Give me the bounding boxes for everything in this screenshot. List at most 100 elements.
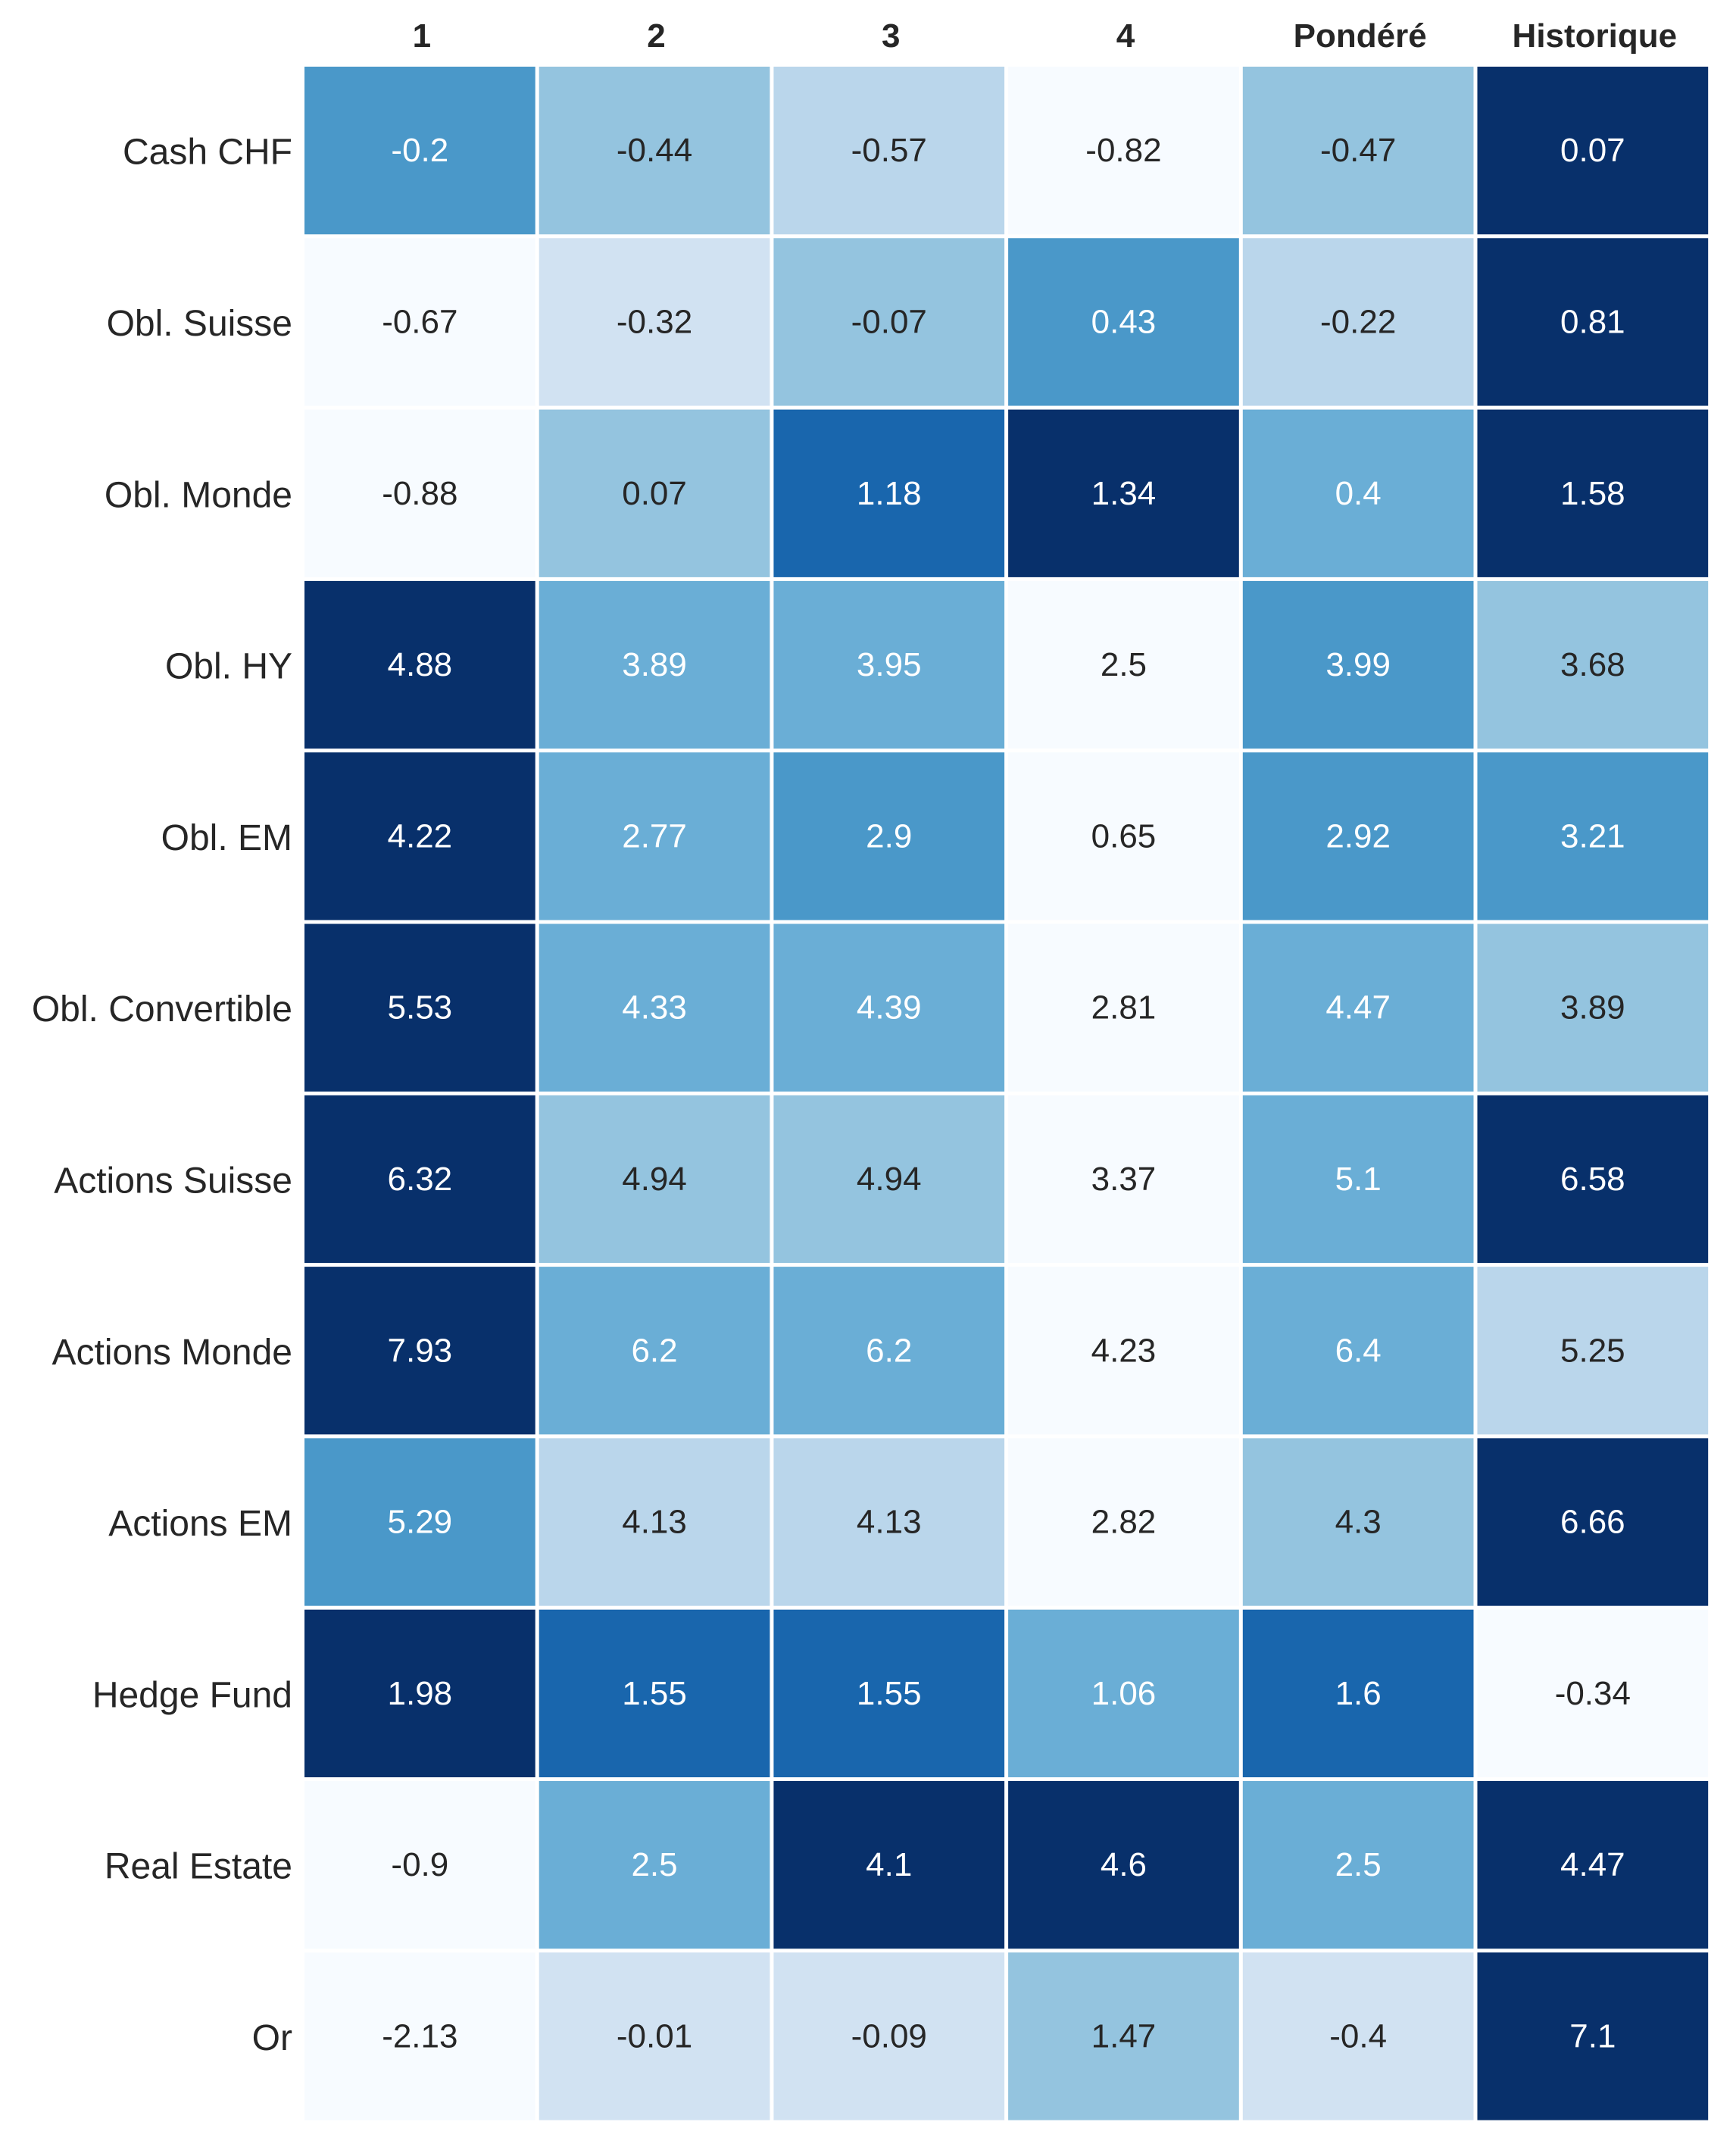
heatmap-cell — [1242, 67, 1474, 235]
cell-value-label: 6.4 — [1335, 1332, 1382, 1369]
heatmap-cell — [539, 409, 770, 577]
heatmap-cell — [1008, 1781, 1239, 1949]
cell-value-label: 2.77 — [622, 817, 687, 855]
cell-value-label: 6.66 — [1560, 1504, 1625, 1541]
cell-value-label: 4.39 — [857, 989, 922, 1027]
cell-value-label: 1.55 — [622, 1675, 687, 1712]
heatmap-cell — [304, 1952, 535, 2120]
cell-value-label: 2.81 — [1091, 989, 1157, 1027]
heatmap-cell — [539, 752, 770, 920]
heatmap-cell — [539, 1438, 770, 1606]
cell-value-label: 1.6 — [1335, 1675, 1382, 1712]
cell-value-label: 2.5 — [631, 1846, 677, 1883]
heatmap-cell — [1008, 409, 1239, 577]
heatmap-cell — [304, 1781, 535, 1949]
cell-value-label: 4.47 — [1560, 1846, 1625, 1883]
cell-value-label: 6.32 — [388, 1161, 453, 1198]
cell-value-label: -0.01 — [617, 2017, 692, 2055]
heatmap-cell — [773, 1267, 1005, 1435]
heatmap-cell — [304, 67, 535, 235]
heatmap-cell — [1477, 1781, 1709, 1949]
heatmap-cell — [539, 1952, 770, 2120]
cell-value-label: 5.29 — [388, 1504, 453, 1541]
heatmap-cell — [539, 1609, 770, 1777]
heatmap-cell — [1008, 923, 1239, 1092]
heatmap-cell — [773, 1438, 1005, 1606]
heatmap-cell — [1008, 1609, 1239, 1777]
row-label-obl-convertible: Obl. Convertible — [32, 989, 292, 1030]
cell-value-label: 4.23 — [1091, 1332, 1157, 1369]
cell-value-label: 4.13 — [622, 1504, 687, 1541]
heatmap-cell — [773, 923, 1005, 1092]
cell-value-label: 2.5 — [1101, 646, 1147, 683]
cell-value-label: 6.58 — [1560, 1161, 1625, 1198]
heatmap-cell — [1242, 1952, 1474, 2120]
row-label-real-estate: Real Estate — [105, 1847, 292, 1887]
cell-value-label: -0.22 — [1320, 303, 1396, 340]
column-label-3: 3 — [882, 17, 900, 55]
cell-value-label: -2.13 — [382, 2017, 457, 2055]
heatmap-cell — [1008, 1952, 1239, 2120]
cell-value-label: -0.47 — [1320, 132, 1396, 169]
heatmap-cell — [304, 409, 535, 577]
heatmap-cell — [773, 409, 1005, 577]
cell-value-label: 1.98 — [388, 1675, 453, 1712]
cell-value-label: 2.5 — [1335, 1846, 1382, 1883]
heatmap-cell — [773, 1781, 1005, 1949]
cell-value-label: 1.58 — [1560, 475, 1625, 512]
row-label-obl-suisse: Obl. Suisse — [107, 304, 292, 344]
cell-value-label: 5.1 — [1335, 1161, 1382, 1198]
cell-value-label: 2.82 — [1091, 1504, 1157, 1541]
heatmap-cell — [1477, 752, 1709, 920]
cell-value-label: -0.57 — [851, 132, 927, 169]
cell-value-label: -0.4 — [1329, 2017, 1387, 2055]
cell-value-label: 0.81 — [1560, 303, 1625, 340]
heatmap-cell — [1477, 1609, 1709, 1777]
cell-value-label: -0.2 — [391, 132, 448, 169]
heatmap-cell — [1477, 580, 1709, 749]
heatmap-cell — [304, 1267, 535, 1435]
heatmap-cell — [1242, 1781, 1474, 1949]
column-label-4: 4 — [1116, 17, 1135, 55]
heatmap-cell — [1242, 923, 1474, 1092]
cell-value-label: 3.99 — [1325, 646, 1391, 683]
heatmap-cell — [1242, 752, 1474, 920]
heatmap-cell — [1242, 580, 1474, 749]
heatmap-cell — [1242, 238, 1474, 406]
column-label-1: 1 — [413, 17, 431, 55]
cell-value-label: 7.1 — [1569, 2017, 1616, 2055]
heatmap-cell — [539, 1095, 770, 1264]
heatmap-cell — [773, 1609, 1005, 1777]
row-label-obl-hy: Obl. HY — [165, 647, 292, 687]
heatmap-cell — [773, 580, 1005, 749]
heatmap-cell — [1008, 580, 1239, 749]
cell-value-label: 1.34 — [1091, 475, 1157, 512]
row-label-cash-chf: Cash CHF — [123, 133, 292, 173]
heatmap-cell — [1008, 752, 1239, 920]
cell-value-label: 2.9 — [866, 817, 912, 855]
cell-value-label: 1.06 — [1091, 1675, 1157, 1712]
row-labels: Cash CHF Obl. Suisse Obl. Monde Obl. HY Obl.… — [32, 133, 292, 2058]
heatmap-cell — [1242, 409, 1474, 577]
cell-value-label: 7.93 — [388, 1332, 453, 1369]
heatmap-cell — [1008, 1267, 1239, 1435]
cell-value-label: 3.89 — [622, 646, 687, 683]
cell-value-label: 5.25 — [1560, 1332, 1625, 1369]
cell-value-label: 4.22 — [388, 817, 453, 855]
cell-value-label: -0.07 — [851, 303, 927, 340]
row-label-hedge-fund: Hedge Fund — [92, 1675, 292, 1715]
cell-value-label: 3.21 — [1560, 817, 1625, 855]
heatmap-cell — [539, 1781, 770, 1949]
cell-value-label: 3.89 — [1560, 989, 1625, 1027]
heatmap-cell — [1477, 923, 1709, 1092]
column-label-pondere: Pondéré — [1294, 17, 1427, 55]
heatmap-cell — [1477, 1438, 1709, 1606]
row-label-obl-monde: Obl. Monde — [105, 475, 292, 515]
cell-value-label: 0.65 — [1091, 817, 1157, 855]
heatmap-cell — [773, 1095, 1005, 1264]
cell-value-label: 4.94 — [857, 1161, 922, 1198]
heatmap-cell — [539, 580, 770, 749]
heatmap-cells: -0.2 -0.44 -0.57 -0.82 -0.47 0.07 -0.67 -0.32 -0… — [304, 67, 1709, 2120]
heatmap-cell — [304, 923, 535, 1092]
